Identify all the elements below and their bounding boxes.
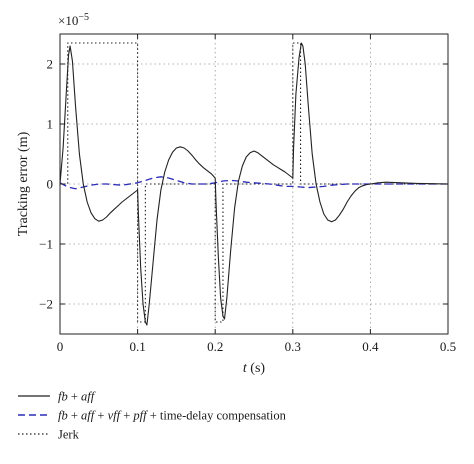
x-tick-label: 0.2 <box>207 339 223 354</box>
x-tick-label: 0.5 <box>440 339 456 354</box>
legend-label-part: + <box>120 409 133 423</box>
axis-ticks: 0 0.1 0.2 0.3 0.4 0.5 −2 −1 0 1 2 <box>39 34 456 354</box>
series-line-solid <box>59 42 449 326</box>
legend-label-part: pff <box>132 409 148 423</box>
legend-label-part: + <box>94 409 107 423</box>
legend-label-part: aff <box>81 409 96 423</box>
legend-label-part: aff <box>81 390 96 404</box>
exponent-label: ×10−5 <box>58 12 89 28</box>
y-tick-label: 2 <box>47 57 54 72</box>
y-tick-label: 0 <box>47 177 54 192</box>
legend-label-part: fb <box>58 390 68 404</box>
exponent-power: −5 <box>78 12 89 23</box>
x-tick-label: 0.4 <box>362 339 379 354</box>
legend-label-part: fb <box>58 409 68 423</box>
x-tick-label: 0 <box>57 339 64 354</box>
legend-label-part: + <box>68 409 81 423</box>
y-tick-label: −2 <box>39 297 53 312</box>
x-tick-label: 0.1 <box>129 339 145 354</box>
legend-label-part: Jerk <box>58 428 80 442</box>
legend-label: fb + aff <box>58 390 96 404</box>
x-axis-variable: t <box>243 361 248 376</box>
exponent-base: ×10 <box>58 13 78 28</box>
legend-label: Jerk <box>58 428 80 442</box>
y-axis-label: Tracking error (m) <box>16 131 31 236</box>
legend-label-part: + <box>68 390 81 404</box>
legend-label: fb + aff + vff + pff + time-delay compen… <box>58 409 287 423</box>
plot-series <box>59 42 449 326</box>
legend-label-part: + time-delay compensation <box>147 409 287 423</box>
x-axis-unit: (s) <box>247 361 266 376</box>
x-axis-label: t (s) <box>243 361 266 376</box>
x-tick-label: 0.3 <box>285 339 301 354</box>
y-tick-label: −1 <box>39 237 53 252</box>
series-line-dashed <box>59 176 448 190</box>
y-tick-label: 1 <box>47 117 54 132</box>
legend-label-part: vff <box>108 409 122 423</box>
